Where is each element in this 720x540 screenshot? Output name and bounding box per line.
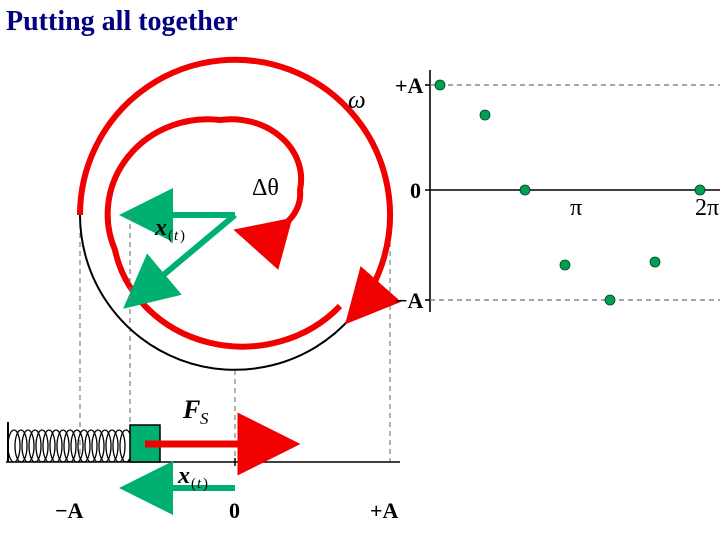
graph-2pi: 2π: [695, 195, 719, 221]
fs-label: F: [182, 395, 200, 424]
sample-points: [435, 80, 705, 305]
xt-inside-label: x ( t ): [154, 215, 185, 244]
spring-coils: [8, 430, 132, 462]
mass-spring: F S x ( t ) −A 0 +A: [6, 395, 400, 523]
graph-pi: π: [570, 195, 582, 221]
axis-neg-a: −A: [55, 498, 84, 523]
dtheta-label: Δθ: [252, 175, 279, 201]
svg-text:(: (: [191, 476, 196, 492]
svg-text:x: x: [177, 463, 190, 489]
graph-plusA: +A: [395, 73, 424, 98]
omega-label: ω: [348, 87, 366, 114]
xt-bottom-label: x ( t ): [177, 463, 208, 492]
svg-text:t: t: [174, 228, 179, 244]
svg-text:): ): [203, 476, 208, 492]
axis-pos-a: +A: [370, 498, 399, 523]
spiral: [108, 119, 340, 346]
axis-zero: 0: [229, 498, 240, 523]
graph-zero: 0: [410, 178, 421, 203]
svg-text:S: S: [200, 409, 209, 428]
graph-minusA: −A: [395, 288, 424, 313]
title: Putting all together: [6, 6, 238, 37]
vertical-guides: [80, 215, 390, 462]
sine-graph: +A 0 −A π 2π: [395, 70, 720, 313]
svg-text:(: (: [168, 228, 173, 244]
svg-text:x: x: [154, 215, 167, 241]
svg-text:): ): [180, 228, 185, 244]
